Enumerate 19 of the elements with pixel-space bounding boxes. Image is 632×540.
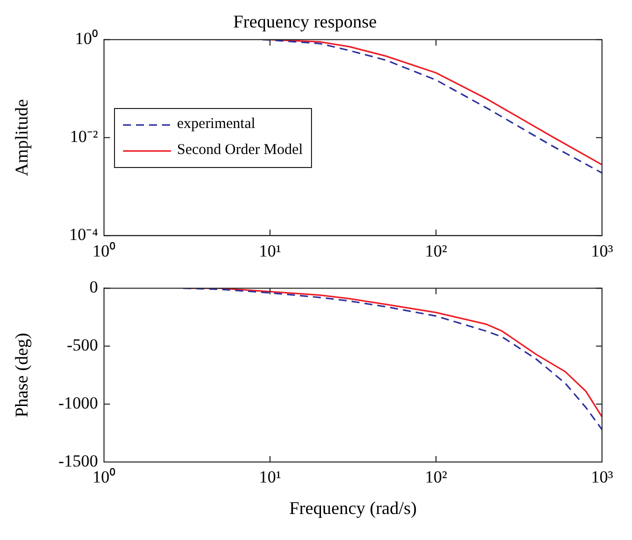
x-tick-label: 10¹ (258, 241, 282, 260)
x-tick-label: 10² (424, 468, 448, 487)
x-tick-label: 10¹ (258, 468, 282, 487)
x-tick-label: 10² (424, 241, 448, 260)
x-tick-label: 10⁰ (92, 468, 116, 487)
chart-title: Frequency response (233, 12, 377, 32)
x-axis-title: Frequency (rad/s) (289, 498, 417, 518)
y-tick-label: 10⁻² (70, 127, 98, 146)
y-tick-label: -1000 (58, 394, 98, 413)
legend-label: Second Order Model (177, 142, 303, 160)
x-tick-label: 10³ (590, 241, 614, 260)
y-tick-label: 10⁰ (75, 29, 98, 48)
legend-label: experimental (177, 116, 256, 134)
y-axis-title: Amplitude (12, 99, 32, 176)
y-tick-label: -1500 (58, 451, 98, 470)
x-tick-label: 10³ (590, 468, 614, 487)
y-tick-label: -500 (66, 336, 98, 355)
y-tick-label: 0 (90, 278, 98, 297)
y-axis-title: Phase (deg) (12, 332, 32, 418)
